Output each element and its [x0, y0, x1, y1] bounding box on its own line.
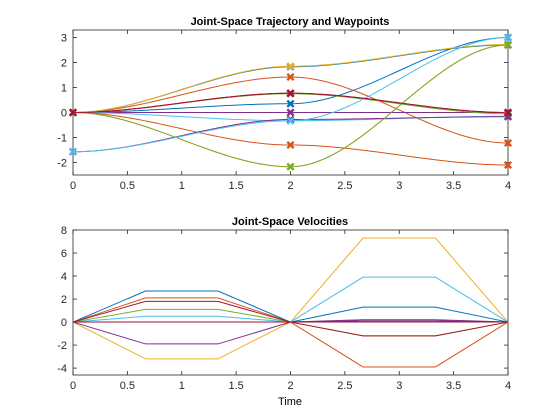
velocity-plot-area: 0 0.5 1 1.5 2 2.5 3 3.5 4 -4 -2 0 2 4 6 8 — [57, 225, 511, 392]
waypoint-marker-stroke — [503, 40, 513, 50]
waypoint-marker-stroke — [286, 162, 295, 171]
velocity-y-tick-label: 2 — [61, 294, 67, 306]
waypoint-marker — [286, 72, 295, 82]
waypoint-marker-stroke — [503, 138, 513, 148]
velocity-x-tick-label: 0 — [70, 380, 76, 392]
trajectory-plot-area: 0 0.5 1 1.5 2 2.5 3 3.5 4 -2 -1 0 1 2 3 — [57, 29, 513, 192]
waypoint-marker-stroke — [286, 108, 295, 117]
velocity-y-tick-label: 8 — [61, 225, 67, 237]
velocity-x-tick-label: 1 — [179, 380, 185, 392]
waypoint-marker — [286, 140, 295, 150]
waypoint-marker — [286, 162, 295, 171]
trajectory-y-tick-label: 0 — [61, 108, 67, 120]
waypoint-marker — [503, 40, 513, 50]
waypoint-marker-stroke — [286, 72, 295, 82]
trajectory-x-tick-label: 3 — [396, 180, 402, 192]
waypoint-marker-stroke — [286, 62, 295, 71]
waypoint-marker — [503, 33, 513, 42]
trajectory-x-tick-label: 2.5 — [337, 180, 352, 192]
trajectory-x-tick-label: 0 — [70, 180, 76, 192]
velocity-y-tick-label: 0 — [61, 317, 67, 329]
trajectory-x-tick-label: 1 — [179, 180, 185, 192]
waypoint-marker-stroke — [68, 147, 78, 156]
waypoint-marker — [286, 99, 295, 108]
velocity-x-tick-label: 1.5 — [228, 380, 243, 392]
velocity-axes: Joint-Space Velocities 0 0.5 1 1.5 2 2.5 3 3.5 4… — [57, 216, 511, 408]
trajectory-title: Joint-Space Trajectory and Waypoints — [191, 16, 390, 28]
waypoint-marker-stroke — [503, 160, 513, 170]
velocity-x-axis-label: Time — [278, 396, 302, 408]
trajectory-axes: Joint-Space Trajectory and Waypoints 0 0.… — [57, 16, 513, 192]
trajectory-y-tick-label: 3 — [61, 33, 67, 45]
trajectory-y-tick-label: 1 — [61, 83, 67, 95]
waypoint-marker — [68, 108, 78, 117]
trajectory-x-tick-label: 1.5 — [228, 180, 243, 192]
waypoint-marker-stroke — [503, 108, 513, 117]
waypoint-marker-stroke — [503, 33, 513, 42]
velocity-lines — [72, 237, 509, 368]
velocity-title: Joint-Space Velocities — [232, 216, 348, 228]
velocity-frame — [72, 229, 509, 376]
waypoint-marker-stroke — [286, 89, 295, 98]
waypoint-marker — [503, 160, 513, 170]
waypoint-marker — [286, 116, 295, 125]
waypoint-marker-stroke — [286, 116, 295, 125]
trajectory-x-tick-label: 0.5 — [120, 180, 135, 192]
velocity-x-tick-label: 3 — [396, 380, 402, 392]
velocity-y-tick-label: 4 — [61, 271, 67, 283]
trajectory-y-tick-label: -1 — [57, 133, 67, 145]
velocity-x-tick-label: 2.5 — [337, 380, 352, 392]
velocity-x-tick-label: 3.5 — [446, 380, 461, 392]
waypoint-marker — [503, 108, 513, 117]
velocity-y-tick-label: 6 — [61, 248, 67, 260]
velocity-y-tick-label: -4 — [57, 363, 67, 375]
waypoint-marker — [503, 138, 513, 148]
trajectory-x-tick-label: 3.5 — [446, 180, 461, 192]
waypoint-marker — [286, 108, 295, 117]
trajectory-y-tick-label: -2 — [57, 158, 67, 170]
trajectory-x-tick-label: 2 — [287, 180, 293, 192]
waypoint-marker — [286, 62, 295, 71]
velocity-x-tick-label: 4 — [505, 380, 511, 392]
velocity-x-tick-label: 2 — [287, 380, 293, 392]
waypoint-marker — [68, 147, 78, 156]
waypoint-marker-stroke — [286, 99, 295, 108]
trajectory-x-tick-label: 4 — [505, 180, 511, 192]
waypoint-marker-stroke — [286, 140, 295, 150]
velocity-x-tick-label: 0.5 — [120, 380, 135, 392]
waypoint-marker-stroke — [68, 108, 78, 117]
waypoint-marker — [286, 89, 295, 98]
trajectory-y-tick-label: 2 — [61, 58, 67, 70]
velocity-y-tick-label: -2 — [57, 340, 67, 352]
